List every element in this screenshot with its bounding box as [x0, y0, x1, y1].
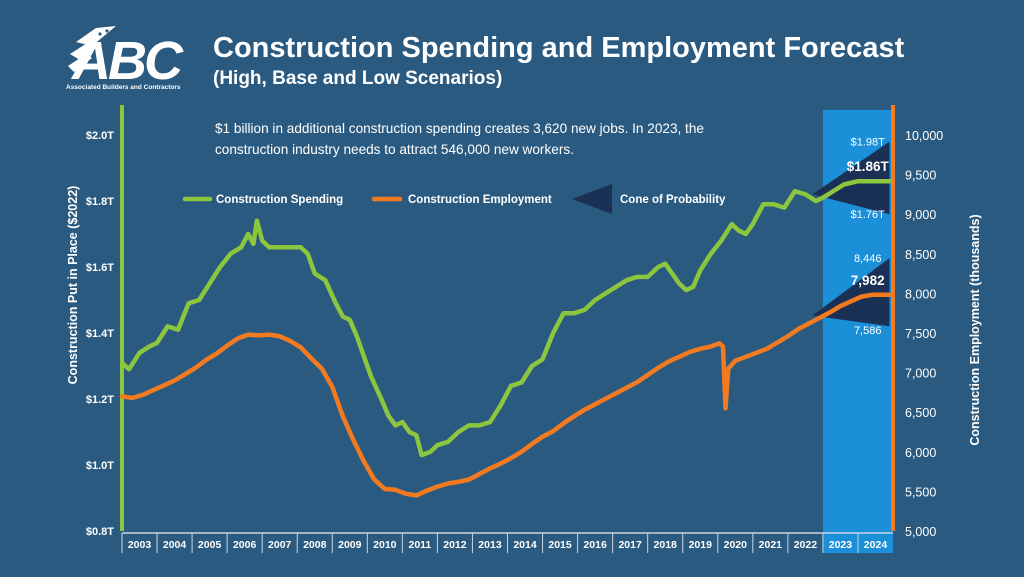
x-tick-label: 2023: [829, 539, 853, 551]
y-left-tick-label: $1.6T: [86, 262, 114, 274]
x-tick-label: 2003: [128, 539, 152, 551]
legend-employment-label: Construction Employment: [408, 194, 552, 206]
y-right-tick-label: 7,500: [905, 327, 936, 341]
x-tick-label: 2011: [408, 539, 431, 551]
legend-cone-label: Cone of Probability: [620, 194, 726, 206]
x-tick-label: 2005: [198, 539, 222, 551]
y-right-tick-label: 9,500: [905, 169, 936, 183]
employment-high-label: 8,446: [854, 253, 882, 265]
x-tick-label: 2012: [443, 539, 467, 551]
x-tick-label: 2010: [373, 539, 397, 551]
y-right-tick-label: 6,500: [905, 406, 936, 420]
logo-subtitle: Associated Builders and Contractors: [66, 84, 181, 91]
y-left-tick-label: $1.4T: [86, 328, 114, 340]
y-left-tick-label: $0.8T: [86, 526, 114, 538]
x-tick-label: 2024: [864, 539, 888, 551]
y-right-tick-label: 5,500: [905, 485, 936, 499]
y-left-tick-label: $1.2T: [86, 394, 114, 406]
x-tick-label: 2018: [654, 539, 678, 551]
legend-spending-label: Construction Spending: [216, 194, 343, 206]
spending-low-label: $1.76T: [851, 209, 886, 221]
y-right-tick-label: 6,000: [905, 446, 936, 460]
chart-title: Construction Spending and Employment For…: [213, 32, 905, 64]
spending-base-label: $1.86T: [847, 159, 890, 174]
spending-high-label: $1.98T: [851, 137, 886, 149]
x-tick-label: 2004: [163, 539, 187, 551]
x-tick-label: 2019: [689, 539, 713, 551]
x-tick-label: 2022: [794, 539, 818, 551]
x-tick-label: 2013: [478, 539, 502, 551]
x-tick-label: 2015: [548, 539, 572, 551]
x-tick-label: 2020: [724, 539, 748, 551]
x-tick-label: 2006: [233, 539, 257, 551]
y-right-tick-label: 10,000: [905, 129, 943, 143]
y-left-tick-label: $2.0T: [86, 130, 114, 142]
employment-line: [119, 292, 892, 498]
x-tick-label: 2021: [759, 539, 783, 551]
y-left-tick-label: $1.0T: [86, 460, 114, 472]
y-right-tick-label: 8,000: [905, 287, 936, 301]
spending-line: [119, 178, 892, 458]
y-left-tick-label: $1.8T: [86, 196, 114, 208]
spending-cone: [812, 141, 890, 215]
legend-cone-swatch: [572, 184, 612, 214]
y-right-tick-label: 7,000: [905, 367, 936, 381]
chart-subtitle: (High, Base and Low Scenarios): [213, 68, 503, 89]
employment-low-label: 7,586: [854, 325, 882, 337]
chart-annotation: $1 billion in additional construction sp…: [215, 121, 704, 157]
y-right-tick-label: 9,000: [905, 208, 936, 222]
x-tick-label: 2016: [583, 539, 607, 551]
employment-base-label: 7,982: [851, 273, 885, 288]
x-tick-label: 2007: [268, 539, 292, 551]
y-right-tick-label: 5,000: [905, 525, 936, 539]
x-tick-label: 2014: [513, 539, 537, 551]
flag-stripes-icon: [68, 26, 116, 72]
x-tick-label: 2017: [618, 539, 642, 551]
abc-logo: [62, 22, 194, 102]
x-tick-label: 2008: [303, 539, 327, 551]
y-right-tick-label: 8,500: [905, 248, 936, 262]
x-tick-label: 2009: [338, 539, 362, 551]
logo-wordmark: ABC: [72, 31, 183, 91]
